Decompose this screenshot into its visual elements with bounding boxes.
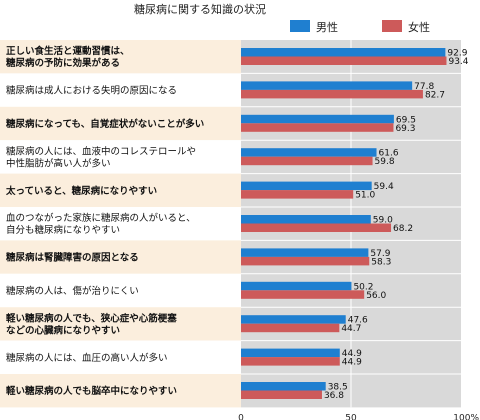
category-label: 軽い糖尿病の人でも、狭心症や心筋梗塞などの心臓病になりやすい (6, 312, 177, 336)
value-label-male: 47.6 (348, 316, 368, 326)
row-background (0, 140, 241, 174)
row-background (0, 40, 241, 74)
bar-male (241, 181, 372, 191)
value-label-female: 58.3 (371, 257, 391, 267)
bar-female (241, 323, 340, 333)
category-label: 糖尿病は腎臓障害の原因となる (6, 252, 139, 264)
bar-female (241, 89, 423, 99)
bar-male (241, 248, 369, 257)
bar-male (241, 215, 371, 224)
value-label-male: 92.9 (447, 49, 467, 59)
bar-male (241, 81, 413, 90)
value-label-male: 69.5 (396, 115, 416, 125)
x-tick-label: 0 (238, 413, 244, 420)
x-tick-label: 50 (345, 413, 357, 420)
value-label-female: 36.8 (324, 391, 344, 401)
row-background (0, 273, 241, 308)
category-label: 糖尿病の人には、血液中のコレステロールや中性脂肪が高い人が多い (6, 145, 196, 169)
bar-female (241, 290, 365, 299)
row-background (0, 73, 241, 107)
legend-swatch-female (382, 20, 402, 32)
category-label: 糖尿病になっても、自覚症状がないことが多い (6, 118, 204, 130)
category-label: 太っていると、糖尿病になりやすい (6, 185, 157, 197)
value-label-female: 59.8 (375, 157, 395, 167)
legend-swatch-male (290, 20, 310, 32)
value-label-male: 59.4 (374, 182, 394, 192)
row-background (0, 173, 241, 207)
category-label: 軽い糖尿病の人でも脳卒中になりやすい (6, 385, 177, 397)
bar-male (241, 382, 326, 391)
bar-female (241, 390, 322, 399)
bar-female (241, 256, 370, 266)
value-label-female: 93.4 (448, 57, 468, 67)
x-axis-ticks: 0 50 100% (238, 413, 479, 420)
value-label-male: 44.9 (342, 349, 362, 359)
value-label-male: 59.0 (373, 216, 393, 226)
row-backgrounds (0, 40, 241, 408)
value-label-female: 44.9 (342, 358, 362, 368)
value-label-male: 50.2 (353, 282, 373, 292)
bar-female (241, 156, 373, 166)
chart-title: 糖尿病に関する知識の状況 (134, 2, 266, 16)
row-background (0, 374, 241, 408)
category-label: 糖尿病の人には、血圧の高い人が多い (6, 352, 168, 364)
row-background (0, 207, 241, 241)
value-label-female: 44.7 (341, 324, 361, 334)
row-background (0, 340, 241, 374)
category-label: 糖尿病は成人における失明の原因になる (6, 85, 177, 97)
bars (241, 48, 447, 399)
value-label-female: 56.0 (366, 291, 386, 301)
category-label: 血のつながった家族に糖尿病の人がいると、自分も糖尿病になりやすい (6, 212, 196, 236)
bar-male (241, 348, 340, 358)
value-label-male: 57.9 (370, 249, 390, 259)
category-label: 正しい食生活と運動習慣は、糖尿病の予防に効果がある (6, 45, 130, 69)
value-label-female: 82.7 (425, 90, 445, 100)
legend-label-male: 男性 (316, 20, 338, 34)
value-label-male: 77.8 (414, 82, 434, 92)
value-label-female: 69.3 (395, 124, 415, 134)
value-label-male: 38.5 (328, 383, 348, 393)
bar-female (241, 123, 394, 132)
value-label-female: 68.2 (393, 224, 413, 234)
bar-male (241, 148, 377, 157)
bar-male (241, 315, 346, 324)
row-background (0, 106, 241, 141)
row-background (0, 240, 241, 274)
bar-male (241, 48, 446, 57)
value-labels: 92.993.4 77.882.7 69.569.3 61.659.8 59.451.0… (324, 49, 469, 402)
x-tick-label: 100% (453, 413, 479, 420)
bar-female (241, 56, 447, 65)
bar-male (241, 114, 394, 124)
bar-female (241, 357, 340, 366)
bar-female (241, 223, 392, 232)
category-label: 糖尿病の人は、傷が治りにくい (6, 285, 139, 297)
bar-male (241, 281, 352, 291)
bar-female (241, 190, 354, 199)
value-label-male: 61.6 (379, 149, 399, 159)
row-background (0, 307, 241, 341)
value-label-female: 51.0 (355, 191, 375, 201)
legend-label-female: 女性 (408, 20, 430, 34)
category-labels: 正しい食生活と運動習慣は、糖尿病の予防に効果がある糖尿病は成人における失明の原因… (6, 45, 204, 397)
